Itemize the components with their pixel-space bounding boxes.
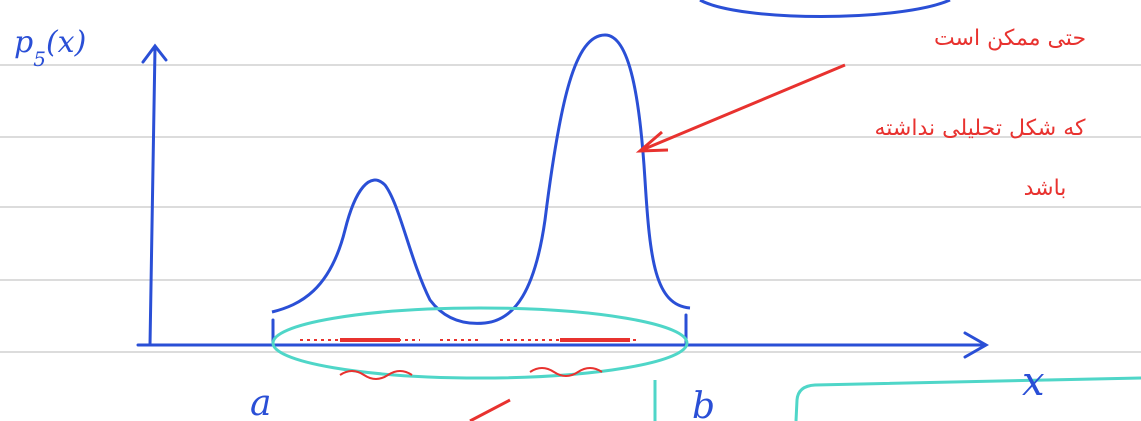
x-axis-label: x bbox=[1022, 359, 1045, 405]
label-base: p bbox=[14, 25, 33, 60]
annotation-line: باشد bbox=[1024, 176, 1067, 201]
label-argument: (x) bbox=[46, 25, 86, 60]
paper bbox=[0, 0, 1141, 421]
interval-end: b bbox=[692, 386, 715, 421]
label-subscript: 5 bbox=[33, 47, 46, 71]
annotation-line: حتی ممکن است bbox=[934, 26, 1086, 51]
interval-start: a bbox=[250, 383, 271, 421]
note-canvas: p5(x) x a b حتی ممکن است که شکل تحلیلی ن… bbox=[0, 0, 1141, 421]
annotation-line: که شکل تحلیلی نداشته bbox=[874, 116, 1086, 141]
